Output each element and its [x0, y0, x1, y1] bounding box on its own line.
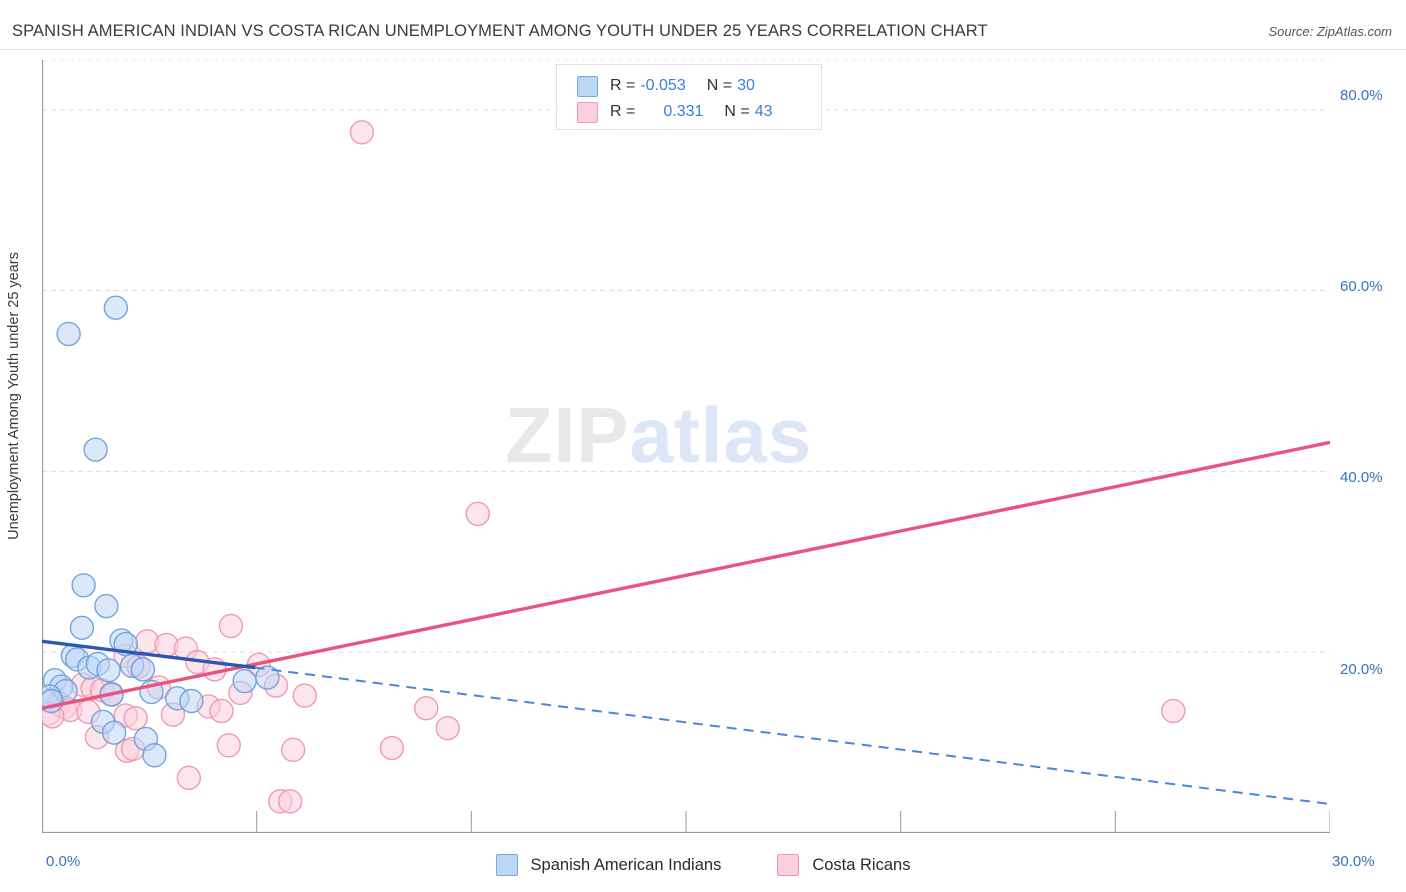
- legend-swatch-pink-icon: [777, 854, 800, 876]
- data-point: [71, 573, 96, 598]
- y-axis-title: Unemployment Among Youth under 25 years: [6, 252, 22, 540]
- correlation-stats-box: R = -0.053 N = 30 R = 0.331 N = 43: [556, 64, 822, 130]
- stats-row-pink: R = 0.331 N = 43: [577, 99, 773, 125]
- data-point: [179, 688, 204, 714]
- plot-area: [42, 60, 1330, 833]
- source-attribution: Source: ZipAtlas.com: [1268, 24, 1392, 39]
- data-point: [379, 735, 405, 761]
- y-tick-label-20: 20.0%: [1340, 661, 1383, 678]
- data-point: [101, 720, 127, 745]
- x-tick-label-max: 30.0%: [1332, 853, 1375, 870]
- legend-label-costa-ricans: Costa Ricans: [812, 855, 911, 874]
- legend-swatch-blue-icon: [495, 854, 518, 876]
- stats-swatch-blue-icon: [577, 75, 598, 97]
- data-point: [1161, 698, 1186, 724]
- stats-row-blue: R = -0.053 N = 30: [577, 73, 755, 99]
- data-point: [96, 658, 121, 683]
- trendline-costa-ricans: [42, 440, 1330, 710]
- chart-legend: Spanish American Indians Costa Ricans: [0, 849, 1406, 881]
- stats-n-label-blue: N =: [706, 77, 733, 94]
- data-point: [280, 737, 306, 763]
- data-point: [218, 613, 244, 639]
- stats-n-value-blue: 30: [737, 77, 755, 94]
- page-title: SPANISH AMERICAN INDIAN VS COSTA RICAN U…: [12, 22, 988, 40]
- data-point: [103, 295, 129, 320]
- trendline-spanish-american-indians: [42, 639, 257, 670]
- chart-header: SPANISH AMERICAN INDIAN VS COSTA RICAN U…: [0, 0, 1406, 50]
- data-point: [292, 683, 317, 708]
- data-point: [349, 120, 375, 145]
- stats-n-label-pink: N =: [724, 103, 750, 120]
- data-point: [414, 696, 439, 721]
- data-point: [123, 705, 148, 731]
- y-tick-label-60: 60.0%: [1340, 278, 1383, 295]
- scatter-plot-svg: [42, 60, 1330, 833]
- data-point: [69, 615, 95, 640]
- series-points-costa-ricans: [42, 120, 1186, 814]
- data-point: [209, 698, 234, 724]
- stats-r-label-blue: R =: [610, 77, 636, 94]
- data-point: [176, 765, 202, 791]
- data-point: [130, 657, 156, 682]
- data-point: [435, 715, 460, 741]
- legend-item-costa-ricans[interactable]: Costa Ricans: [777, 854, 910, 876]
- trendline-extension-spanish-american-indians: [254, 666, 1330, 806]
- stats-n-value-pink: 43: [754, 103, 773, 120]
- data-point: [56, 321, 81, 347]
- data-point: [232, 668, 257, 694]
- data-point: [94, 593, 119, 619]
- y-tick-label-40: 40.0%: [1340, 469, 1383, 486]
- data-point: [83, 437, 108, 462]
- stats-r-label-pink: R =: [610, 103, 636, 120]
- stats-r-value-blue: -0.053: [640, 77, 686, 94]
- data-point: [255, 665, 280, 690]
- stats-swatch-pink-icon: [577, 101, 598, 123]
- data-point: [216, 733, 241, 758]
- data-point: [465, 501, 490, 527]
- y-tick-label-80: 80.0%: [1340, 87, 1383, 104]
- stats-r-value-pink: 0.331: [663, 103, 704, 120]
- legend-label-spanish-american-indians: Spanish American Indians: [530, 855, 722, 874]
- legend-item-spanish-american-indians[interactable]: Spanish American Indians: [495, 854, 722, 876]
- data-point: [277, 789, 303, 814]
- header-divider: [0, 49, 1406, 50]
- x-tick-label-min: 0.0%: [46, 853, 81, 870]
- data-point: [142, 743, 167, 768]
- series-points-spanish-american-indians: [42, 295, 280, 768]
